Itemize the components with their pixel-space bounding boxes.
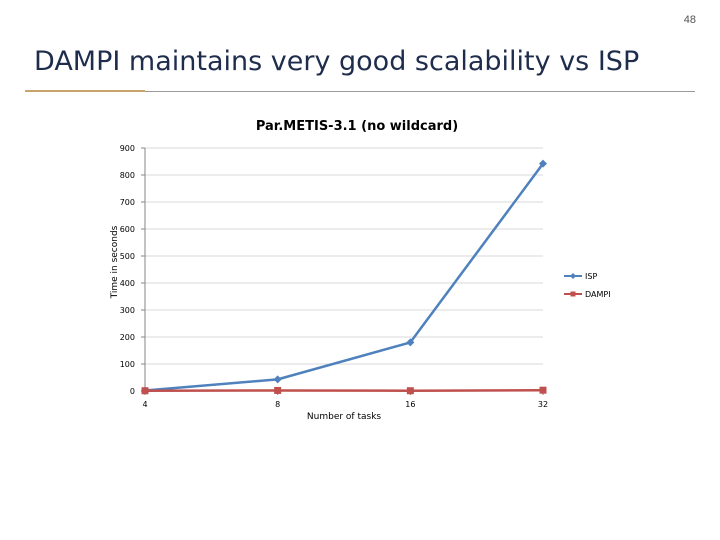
y-tick-label: 200 — [120, 333, 135, 342]
data-point-dampi — [406, 387, 414, 395]
series-isp — [141, 159, 547, 395]
y-tick-label: 500 — [120, 252, 135, 261]
y-axis-label: Time in seconds — [110, 225, 120, 299]
x-tick-label: 16 — [405, 400, 415, 409]
y-tick-labels: 0 100 200 300 400 500 600 700 800 900 — [120, 144, 135, 396]
axes — [141, 147, 544, 395]
y-tick-label: 0 — [130, 387, 135, 396]
y-tick-label: 600 — [120, 225, 135, 234]
legend-marker — [570, 291, 576, 297]
legend-label: DAMPI — [585, 290, 611, 299]
y-tick-label: 700 — [120, 198, 135, 207]
slide-title: DAMPI maintains very good scalability vs… — [34, 46, 640, 77]
chart-title: Par.METIS-3.1 (no wildcard) — [256, 119, 458, 134]
data-point-isp — [539, 159, 547, 168]
y-tick-label: 300 — [120, 306, 135, 315]
x-tick-labels: 4 8 16 32 — [142, 400, 548, 409]
y-tick-label: 100 — [120, 360, 135, 369]
legend-label: ISP — [585, 272, 597, 281]
legend-item-isp: ISP — [564, 272, 597, 281]
data-point-dampi — [539, 386, 547, 394]
series-dampi — [141, 386, 547, 395]
data-point-dampi — [274, 386, 282, 394]
data-point-isp — [406, 338, 415, 347]
legend: ISP DAMPI — [564, 272, 611, 299]
y-tick-label: 900 — [120, 144, 135, 153]
x-tick-label: 4 — [142, 400, 147, 409]
y-tick-label: 400 — [120, 279, 135, 288]
series-line-dampi — [144, 388, 544, 392]
series-line-isp — [144, 162, 545, 392]
y-tick-label: 800 — [120, 171, 135, 180]
legend-item-dampi: DAMPI — [564, 290, 611, 299]
legend-marker — [570, 273, 576, 279]
title-divider — [25, 91, 695, 92]
page-number: 48 — [683, 14, 696, 26]
x-tick-label: 8 — [275, 400, 280, 409]
title-divider-accent — [25, 90, 145, 92]
x-axis-label: Number of tasks — [307, 412, 381, 422]
data-point-dampi — [141, 387, 149, 395]
series-layer — [141, 159, 547, 395]
data-point-isp — [273, 375, 282, 384]
gridlines — [145, 147, 543, 365]
x-tick-label: 32 — [538, 400, 548, 409]
